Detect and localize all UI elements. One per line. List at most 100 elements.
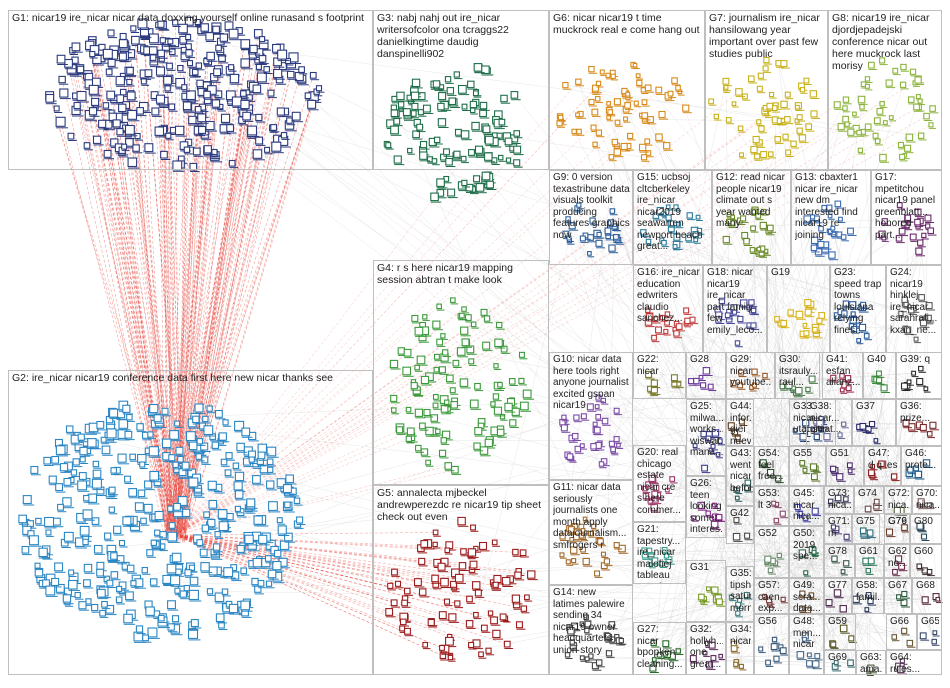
edge	[181, 94, 219, 532]
group-label-g14: G14: new latimes palewire sending 34 nic…	[553, 587, 625, 656]
node-g5	[401, 599, 408, 607]
node-g4	[430, 414, 439, 422]
edge	[179, 117, 260, 536]
node-g2	[72, 458, 80, 466]
edge	[676, 333, 803, 594]
node-g1	[206, 51, 215, 61]
edge	[819, 423, 922, 502]
edge	[654, 323, 784, 660]
node-g2	[92, 460, 100, 468]
edge	[279, 79, 921, 527]
node-g2	[38, 547, 48, 558]
group-box-g44: G44: infor... giei nuev...	[726, 399, 754, 446]
node-g4	[405, 406, 412, 413]
edge	[159, 421, 898, 511]
node-g2	[101, 445, 111, 455]
group-box-g57: G57: caen exp...	[754, 578, 789, 614]
edge	[752, 249, 926, 571]
node-g2	[108, 506, 115, 513]
node-g2	[123, 613, 133, 624]
edge	[174, 145, 617, 536]
group-box-g1: G1: nicar19 ire_nicar nicar data doxxing…	[8, 10, 373, 170]
group-label-g64: G64: rules...	[890, 652, 921, 675]
group-label-g48: G48: mon... nicar	[793, 616, 821, 650]
group-label-g41: G41: esfan alianz...	[826, 354, 860, 388]
edge	[652, 533, 865, 669]
group-label-g21: G21: tapestry... ire_nicar malofiej tabl…	[637, 524, 683, 583]
node-g3	[496, 132, 503, 139]
edge	[770, 227, 877, 502]
node-g6	[594, 96, 601, 102]
node-g3	[460, 155, 467, 162]
group-label-g67: G67	[888, 580, 907, 591]
group-box-g75: G75	[852, 514, 880, 544]
node-g1	[67, 132, 75, 140]
group-label-g44: G44: infor... giei nuev...	[730, 401, 751, 446]
node-g2	[113, 525, 122, 534]
node-g4	[450, 297, 456, 303]
edge	[777, 386, 783, 479]
edge	[731, 430, 796, 598]
node-g5	[524, 594, 530, 601]
node-g5	[490, 616, 498, 625]
edge	[870, 319, 922, 602]
edge	[174, 151, 618, 536]
edge	[843, 596, 937, 610]
node-g1	[118, 103, 127, 113]
group-label-g32: G32: hollyh... one great...	[690, 624, 723, 670]
node-g5	[432, 529, 439, 536]
node-g2	[54, 562, 64, 572]
group-box-g19: G19	[767, 265, 830, 353]
group-box-g15: G15: ucbsoj cltcberkeley ire_nicar nicar…	[633, 170, 712, 265]
edge	[612, 72, 851, 663]
edge	[921, 225, 928, 505]
node-g2	[96, 568, 104, 577]
group-box-g5: G5: annalecta mjbeckel andrewperezdc re …	[373, 485, 549, 675]
edge	[174, 81, 579, 536]
group-box-g36: G36: prize...	[896, 399, 942, 446]
node-g5	[511, 594, 521, 603]
node-g1	[211, 99, 221, 108]
node-g1	[258, 55, 267, 63]
edge	[174, 534, 477, 644]
group-box-g53: G53: lt 3	[754, 486, 789, 526]
edge	[712, 207, 825, 447]
node-g4	[461, 338, 470, 347]
node-g2	[171, 552, 182, 563]
node-g3	[461, 103, 468, 110]
group-label-g40: G40	[867, 354, 886, 365]
node-g4	[492, 393, 500, 400]
node-g1	[83, 142, 91, 149]
edge	[707, 434, 710, 514]
node-g2	[253, 515, 263, 525]
node-g3	[498, 118, 506, 126]
group-label-g37: G37	[856, 401, 875, 412]
group-label-g10: G10: nicar data here tools right anyone …	[553, 354, 629, 411]
edge	[598, 377, 834, 418]
edge	[580, 136, 786, 527]
group-label-g56: G56	[758, 616, 777, 627]
edge	[658, 329, 925, 537]
edge	[657, 495, 732, 598]
node-g4	[411, 314, 419, 322]
node-g1	[53, 105, 60, 112]
node-g2	[124, 430, 133, 439]
node-g2	[137, 489, 146, 498]
node-g2	[190, 619, 199, 628]
edge	[674, 246, 801, 655]
node-g1	[267, 89, 275, 97]
edge	[177, 111, 282, 538]
node-g1	[144, 69, 153, 78]
node-g4	[389, 359, 399, 369]
node-g1	[194, 105, 202, 113]
node-g4	[464, 314, 472, 321]
edge	[167, 113, 199, 538]
edge	[893, 527, 905, 638]
node-g2	[74, 591, 81, 599]
edge	[652, 549, 665, 669]
edge	[574, 525, 714, 659]
node-g2	[212, 543, 221, 551]
edge	[818, 251, 926, 571]
node-g2	[145, 606, 155, 616]
